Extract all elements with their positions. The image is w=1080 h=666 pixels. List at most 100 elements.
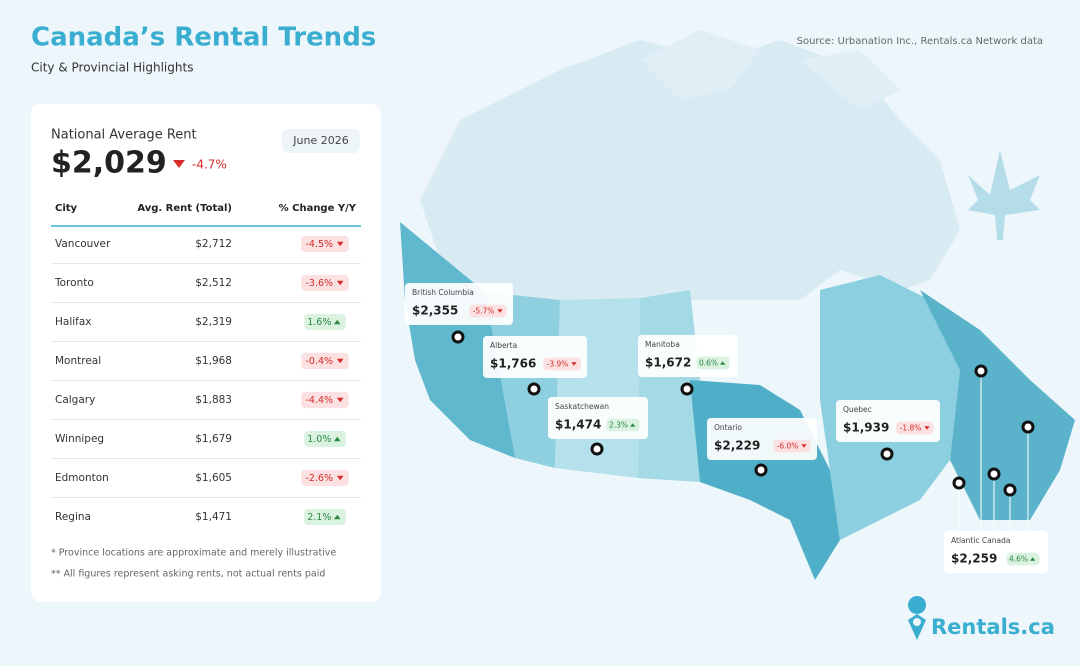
- maple-leaf: [968, 150, 1040, 240]
- province-name: Quebec: [843, 405, 872, 414]
- city-name: Montreal: [55, 355, 101, 367]
- province-name: Alberta: [490, 341, 517, 350]
- change-pill: [696, 356, 730, 370]
- province-rent: $2,259: [951, 552, 997, 566]
- footnote: ** All figures represent asking rents, n…: [51, 569, 325, 580]
- city-rent: $2,319: [195, 316, 232, 328]
- province-name: Saskatchewan: [555, 402, 609, 411]
- city-rent: $1,679: [195, 433, 232, 445]
- location-pin: [680, 382, 694, 396]
- brand: Rentals.ca: [931, 615, 1055, 639]
- arrow-up: [333, 319, 341, 325]
- change-value: -3.6%: [306, 278, 334, 289]
- change-pill: [304, 313, 346, 331]
- arrow-down: [497, 309, 503, 313]
- location-pin: [754, 463, 768, 477]
- change-pill: [301, 274, 349, 292]
- city-rent: $2,512: [195, 277, 232, 289]
- summary-label: National Average Rent: [51, 128, 197, 143]
- location-pin: [880, 447, 894, 461]
- change-pill: [301, 469, 349, 487]
- change-pill: [1006, 552, 1040, 566]
- column-header: Avg. Rent (Total): [137, 203, 232, 214]
- city-name: Toronto: [54, 277, 94, 289]
- city-name: Calgary: [55, 394, 95, 406]
- brand-pin-hole: [913, 618, 921, 626]
- location-pin: [1021, 420, 1035, 434]
- summary-arrow: [173, 160, 185, 168]
- arrow-up: [630, 423, 636, 427]
- change-pill: [301, 235, 349, 253]
- city-rent: $2,712: [195, 238, 232, 250]
- city-rent: $1,471: [195, 511, 232, 523]
- column-header: % Change Y/Y: [279, 203, 357, 214]
- change-pill: [301, 391, 349, 409]
- province-name: Ontario: [714, 423, 742, 432]
- change-pill: [469, 304, 507, 318]
- arrow-down: [924, 426, 930, 430]
- arrow-down: [571, 362, 577, 366]
- summary-change: -4.7%: [192, 158, 227, 172]
- province-rent: $1,766: [490, 357, 536, 371]
- province-rent: $1,939: [843, 421, 889, 435]
- arrow-up: [333, 514, 341, 520]
- city-name: Vancouver: [55, 238, 111, 250]
- location-pin: [527, 382, 541, 396]
- change-value: -3.9%: [547, 360, 569, 369]
- city-name: Edmonton: [55, 472, 109, 484]
- province-rent: $1,672: [645, 356, 691, 370]
- subtitle: City & Provincial Highlights: [31, 61, 193, 75]
- brand-pin: [908, 596, 927, 640]
- change-value: -5.7%: [473, 307, 495, 316]
- change-pill: [896, 421, 934, 435]
- change-pill: [301, 352, 349, 370]
- title: Canada’s Rental Trends: [31, 23, 376, 53]
- change-value: -2.6%: [306, 473, 334, 484]
- city-rent: $1,968: [195, 355, 232, 367]
- change-value: 2.1%: [307, 512, 331, 523]
- change-pill: [773, 439, 811, 453]
- arrow-down: [336, 475, 344, 481]
- change-pill: [543, 357, 581, 371]
- city-name: Winnipeg: [55, 433, 104, 445]
- change-value: -6.0%: [777, 442, 799, 451]
- change-value: -4.4%: [306, 395, 334, 406]
- province-rent: $2,355: [412, 304, 458, 318]
- change-value: -0.4%: [306, 356, 334, 367]
- location-pin: [974, 364, 988, 378]
- footnote: * Province locations are approximate and…: [51, 548, 336, 559]
- change-value: 1.0%: [307, 434, 331, 445]
- arrow-down: [336, 241, 344, 247]
- northern-territories: [420, 40, 960, 300]
- date: June 2026: [292, 134, 348, 147]
- change-value: 2.3%: [609, 421, 628, 430]
- change-value: 4.6%: [1009, 555, 1028, 564]
- arrow-down: [336, 397, 344, 403]
- column-header: City: [55, 203, 78, 214]
- arctic-islands: [640, 30, 900, 110]
- change-value: -4.5%: [306, 239, 334, 250]
- arrow-down: [336, 358, 344, 364]
- source: Source: Urbanation Inc., Rentals.ca Netw…: [797, 36, 1043, 47]
- brand-logo: Rentals.ca: [908, 596, 1055, 640]
- city-name: Regina: [55, 511, 91, 523]
- change-pill: [304, 430, 346, 448]
- province-name: British Columbia: [412, 288, 474, 297]
- change-pill: [606, 418, 640, 432]
- province-name: Manitoba: [645, 340, 680, 349]
- location-pin: [451, 330, 465, 344]
- summary-value: $2,029: [51, 146, 167, 181]
- location-pin: [987, 467, 1001, 481]
- city-name: Halifax: [55, 316, 92, 328]
- location-pin: [1003, 483, 1017, 497]
- arrow-down: [801, 444, 807, 448]
- arrow-up: [333, 436, 341, 442]
- province-name: Atlantic Canada: [951, 536, 1010, 545]
- date-badge: [282, 129, 360, 153]
- city-rent: $1,883: [195, 394, 232, 406]
- change-value: 0.6%: [699, 359, 718, 368]
- arrow-up: [1030, 557, 1036, 561]
- city-rent: $1,605: [195, 472, 232, 484]
